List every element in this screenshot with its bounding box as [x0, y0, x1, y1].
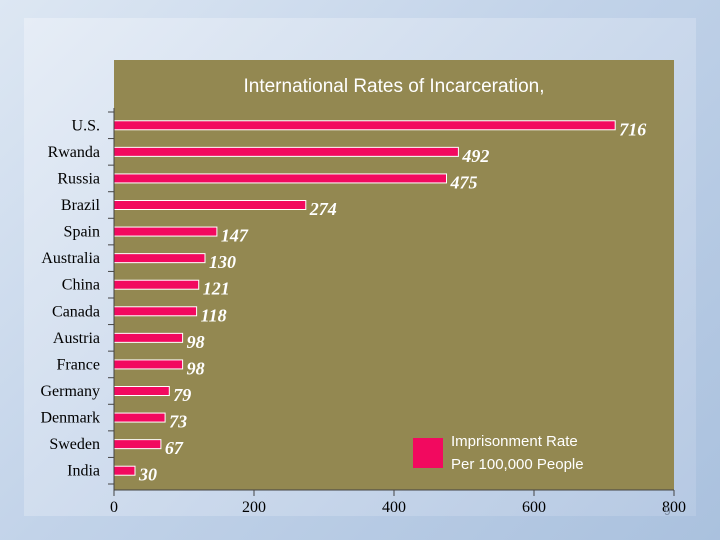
slide-number: 9: [664, 504, 671, 518]
bar-china: [113, 279, 200, 290]
legend-label-line-1: Imprisonment Rate: [451, 433, 578, 450]
value-label: 130: [209, 252, 236, 272]
value-label: 716: [619, 119, 646, 139]
bar-austria: [113, 332, 184, 343]
category-label: Austria: [53, 330, 100, 347]
bar-denmark: [113, 412, 166, 423]
category-label: Canada: [52, 303, 100, 320]
category-label: Sweden: [49, 436, 100, 453]
bar-u-s: [113, 120, 616, 131]
category-label: Rwanda: [48, 144, 100, 161]
value-label: 492: [461, 146, 489, 166]
plot-background: [114, 60, 674, 490]
x-tick-label: 600: [522, 499, 546, 516]
bar-australia: [113, 253, 206, 264]
category-label: Denmark: [40, 410, 100, 427]
value-label: 73: [169, 412, 187, 432]
category-label: Russia: [57, 170, 100, 187]
category-labels: U.S. Rwanda Russia Brazil Spain Australia Chin…: [40, 117, 100, 479]
bar-spain: [113, 226, 218, 237]
category-label: Australia: [41, 250, 100, 267]
legend-swatch: [413, 438, 443, 468]
value-label: 118: [201, 305, 227, 325]
chart-title: International Rates of Incarceration,: [243, 76, 544, 97]
legend: Imprisonment Rate Per 100,000 People: [413, 433, 584, 473]
value-label: 67: [165, 438, 184, 458]
category-label: Spain: [64, 224, 100, 241]
value-labels: 716 492 475 274 147 130 121 118 98 98 79 73 67 30: [138, 119, 646, 484]
x-tick-label: 400: [382, 499, 406, 516]
category-label: India: [67, 463, 100, 480]
x-axis-ticks: 0 200 400 600 800: [110, 490, 686, 516]
category-label: China: [62, 277, 100, 294]
value-label: 79: [173, 385, 191, 405]
value-label: 147: [221, 226, 249, 246]
value-label: 475: [450, 172, 478, 192]
category-label: Germany: [40, 383, 100, 400]
y-axis-ticks: [108, 111, 114, 485]
x-tick-label: 200: [242, 499, 266, 516]
bar-canada: [113, 306, 198, 317]
value-label: 98: [187, 358, 205, 378]
value-label: 98: [187, 332, 205, 352]
x-tick-label: 0: [110, 499, 118, 516]
bar-russia: [113, 173, 447, 184]
category-label: U.S.: [72, 117, 100, 134]
bar-brazil: [113, 200, 307, 210]
bar-france: [113, 359, 184, 370]
x-tick-label: 800: [662, 499, 686, 516]
bar-india: [113, 465, 136, 476]
category-label: France: [56, 356, 100, 373]
value-label: 274: [309, 199, 337, 219]
legend-label-line-2: Per 100,000 People: [451, 456, 584, 473]
category-label: Brazil: [61, 197, 101, 214]
bars-group: [113, 120, 616, 476]
bar-sweden: [113, 439, 162, 450]
value-label: 121: [203, 279, 230, 299]
value-label: 30: [138, 465, 157, 485]
bar-rwanda: [113, 146, 459, 157]
bar-germany: [113, 386, 170, 396]
